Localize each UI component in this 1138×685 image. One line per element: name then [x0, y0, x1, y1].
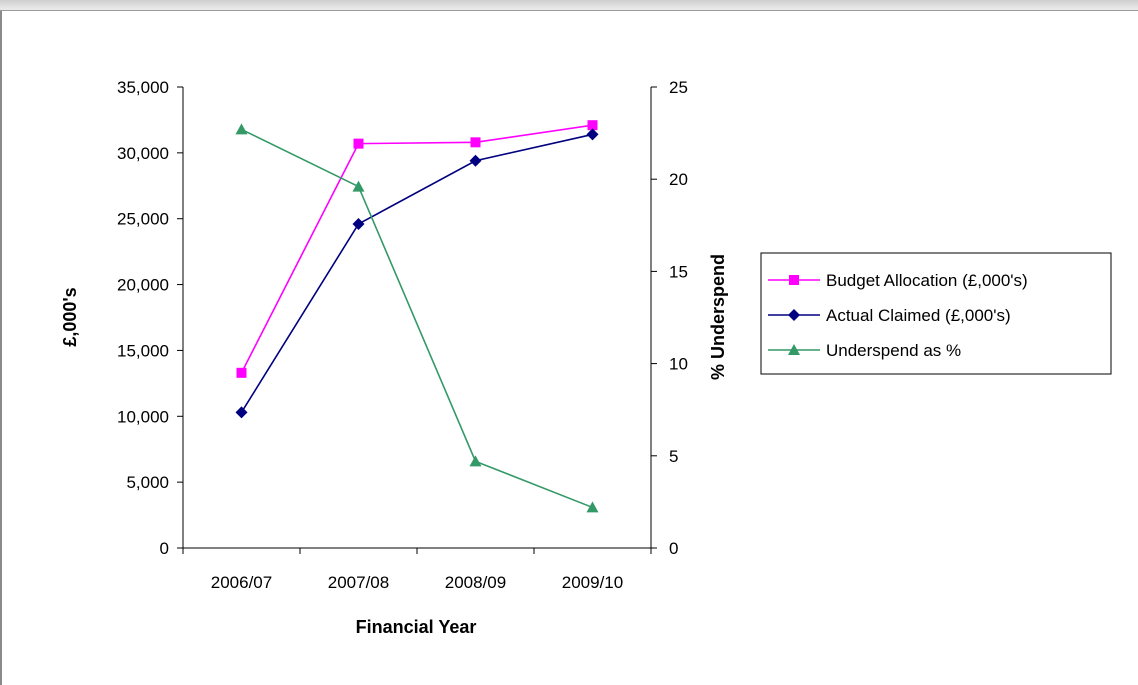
legend: Budget Allocation (£,000's) Actual Claime…	[760, 252, 1112, 375]
data-point	[469, 154, 482, 167]
data-point	[352, 217, 365, 230]
data-point	[236, 367, 247, 378]
data-point	[353, 138, 364, 149]
data-point	[470, 137, 481, 148]
data-point	[586, 128, 599, 141]
legend-label: Budget Allocation (£,000's)	[826, 271, 1028, 290]
x-tick-label: 2007/08	[328, 573, 389, 592]
x-tick-label: 2009/10	[562, 573, 623, 592]
series-1	[236, 120, 598, 378]
legend-label: Underspend as %	[826, 341, 961, 360]
x-axis-label: Financial Year	[356, 617, 477, 637]
y-tick-label: 20,000	[117, 276, 169, 295]
window-top-strip	[0, 0, 1138, 11]
y-tick-label: 25,000	[117, 210, 169, 229]
legend-swatch-marker	[789, 275, 799, 285]
legend-swatch-marker	[788, 309, 800, 321]
data-point	[586, 501, 599, 513]
y-tick-label: 30,000	[117, 144, 169, 163]
y-axis-label: £,000's	[60, 287, 80, 346]
legend-item: Budget Allocation (£,000's)	[768, 271, 1028, 290]
x-tick-label: 2006/07	[211, 573, 272, 592]
data-point	[587, 120, 598, 131]
data-point	[469, 455, 482, 467]
y2-tick-label: 10	[669, 355, 688, 374]
x-tick-label: 2008/09	[445, 573, 506, 592]
y-tick-label: 10,000	[117, 407, 169, 426]
series-2	[235, 128, 599, 419]
y-tick-label: 35,000	[117, 78, 169, 97]
series-3	[235, 123, 599, 513]
y2-tick-label: 25	[669, 78, 688, 97]
y2-tick-label: 15	[669, 262, 688, 281]
legend-item: Actual Claimed (£,000's)	[768, 306, 1011, 325]
legend-swatch-marker	[788, 344, 800, 355]
data-point	[352, 180, 365, 192]
y2-axis-label: % Underspend	[708, 254, 728, 380]
y-tick-label: 0	[160, 539, 169, 558]
y2-tick-label: 5	[669, 447, 678, 466]
y2-tick-label: 20	[669, 170, 688, 189]
legend-item: Underspend as %	[768, 341, 961, 360]
legend-box	[760, 252, 1112, 375]
series-line	[240, 133, 593, 413]
data-point	[235, 123, 248, 135]
series-line	[241, 128, 593, 509]
axes: 0 5,000 10,000 15,000 20,000 25,000 30,000 35,0…	[117, 78, 688, 592]
y-tick-label: 5,000	[126, 473, 169, 492]
y-tick-label: 15,000	[117, 341, 169, 360]
legend-label: Actual Claimed (£,000's)	[826, 306, 1011, 325]
series-layer	[235, 120, 599, 513]
data-point	[235, 406, 248, 419]
y2-tick-label: 0	[669, 539, 678, 558]
series-line	[240, 124, 593, 374]
